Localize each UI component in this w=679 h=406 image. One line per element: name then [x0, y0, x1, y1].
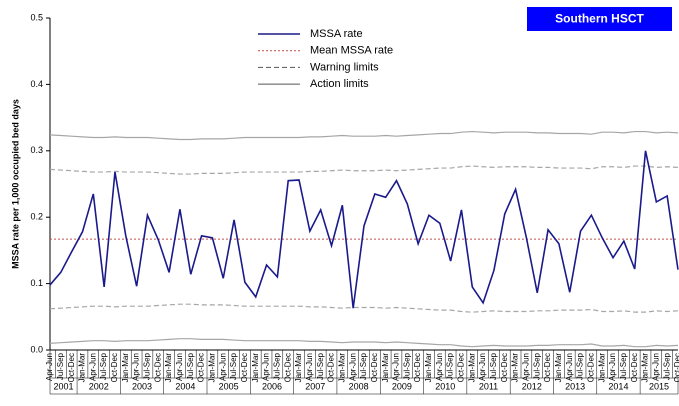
limit-line	[49, 303, 679, 313]
year-label: 2005	[219, 381, 239, 391]
x-tick-label: Jul-Sep	[576, 352, 585, 380]
x-tick-label: Jan-Mar	[424, 353, 433, 383]
x-tick-label: Jan-Mar	[78, 353, 87, 383]
x-tick-label: Jan-Mar	[208, 353, 217, 383]
x-tick-label: Jul-Sep	[662, 352, 671, 380]
legend-label: MSSA rate	[310, 28, 363, 40]
x-tick-label: Apr-Jun	[262, 353, 271, 381]
x-tick-label: Jan-Mar	[554, 353, 563, 383]
x-tick-label: Jan-Mar	[294, 353, 303, 383]
y-tick-label: 0.4	[30, 79, 43, 89]
x-tick-label: Apr-Jun	[522, 353, 531, 381]
x-tick-label: Apr-Jun	[651, 353, 660, 381]
x-tick-label: Apr-Jun	[88, 353, 97, 381]
x-tick-label: Oct-Dec	[457, 353, 466, 382]
year-label: 2011	[479, 381, 498, 391]
year-label: 2007	[305, 381, 325, 391]
y-tick-label: 0.1	[30, 278, 43, 288]
x-tick-label: Jan-Mar	[164, 353, 173, 383]
x-tick-label: Apr-Jun	[305, 353, 314, 381]
x-tick-label: Jan-Mar	[121, 353, 130, 383]
year-label: 2006	[262, 381, 282, 391]
x-tick-label: Oct-Dec	[543, 353, 552, 382]
x-tick-label: Oct-Dec	[153, 353, 162, 382]
x-tick-label: Jan-Mar	[337, 353, 346, 383]
x-tick-label: Jul-Sep	[359, 352, 368, 380]
x-tick-label: Jan-Mar	[251, 353, 260, 383]
x-tick-label: Oct-Dec	[197, 353, 206, 382]
x-tick-label: Jul-Sep	[446, 352, 455, 380]
x-tick-label: Oct-Dec	[586, 353, 595, 382]
x-tick-label: Jan-Mar	[511, 353, 520, 383]
x-tick-label: Jul-Sep	[186, 352, 195, 380]
year-label: 2003	[132, 381, 152, 391]
x-tick-label: Apr-Jun	[392, 353, 401, 381]
x-tick-label: Apr-Jun	[348, 353, 357, 381]
x-tick-label: Apr-Jun	[565, 353, 574, 381]
year-label: 2010	[435, 381, 455, 391]
x-tick-label: Oct-Dec	[327, 353, 336, 382]
x-tick-label: Oct-Dec	[413, 353, 422, 382]
x-tick-label: Apr-Jun	[45, 353, 54, 381]
x-tick-label: Jul-Sep	[143, 352, 152, 380]
x-tick-label: Apr-Jun	[435, 353, 444, 381]
x-tick-label: Jul-Sep	[619, 352, 628, 380]
y-tick-label: 0.3	[30, 145, 43, 155]
x-tick-label: Apr-Jun	[218, 353, 227, 381]
x-tick-label: Jul-Sep	[272, 352, 281, 380]
year-label: 2002	[89, 381, 109, 391]
x-tick-label: Apr-Jun	[132, 353, 141, 381]
x-tick-label: Apr-Jun	[175, 353, 184, 381]
x-tick-label: Oct-Dec	[240, 353, 249, 382]
legend-label: Warning limits	[310, 61, 379, 73]
x-tick-label: Jan-Mar	[597, 353, 606, 383]
x-tick-label: Jan-Mar	[467, 353, 476, 383]
x-tick-label: Apr-Jun	[608, 353, 617, 381]
limit-line	[49, 130, 679, 141]
x-tick-label: Oct-Dec	[500, 353, 509, 382]
x-tick-label: Jul-Sep	[316, 352, 325, 380]
year-label: 2008	[349, 381, 369, 391]
year-label: 2014	[608, 381, 628, 391]
x-tick-label: Apr-Jun	[478, 353, 487, 381]
x-tick-label: Jul-Sep	[229, 352, 238, 380]
x-tick-label: Jan-Mar	[381, 353, 390, 383]
y-tick-label: 0.2	[30, 212, 43, 222]
year-label: 2015	[649, 381, 669, 391]
x-tick-label: Jul-Sep	[489, 352, 498, 380]
limit-line	[49, 338, 679, 348]
legend-label: Action limits	[310, 78, 369, 90]
x-tick-label: Jul-Sep	[56, 352, 65, 380]
year-label: 2004	[175, 381, 195, 391]
year-label: 2013	[565, 381, 585, 391]
badge	[527, 7, 672, 31]
y-axis-label: MSSA rate per 1,000 occupied bed days	[10, 99, 20, 269]
x-tick-label: Jul-Sep	[99, 352, 108, 380]
badge-text: Southern HSCT	[555, 12, 644, 26]
x-tick-label: Jul-Sep	[532, 352, 541, 380]
x-tick-label: Jan-Mar	[641, 353, 650, 383]
y-tick-label: 0.0	[30, 344, 43, 354]
year-label: 2012	[522, 381, 542, 391]
year-label: 2009	[392, 381, 412, 391]
x-tick-label: Oct-Dec	[67, 353, 76, 382]
x-tick-label: Oct-Dec	[283, 353, 292, 382]
year-label: 2001	[54, 381, 74, 391]
x-tick-label: Jul-Sep	[402, 352, 411, 380]
legend-label: Mean MSSA rate	[310, 45, 393, 57]
x-tick-label: Oct-Dec	[110, 353, 119, 382]
x-tick-label: Oct-Dec	[630, 353, 639, 382]
x-tick-label: Oct-Dec	[673, 353, 679, 382]
x-tick-label: Oct-Dec	[370, 353, 379, 382]
y-tick-label: 0.5	[30, 12, 43, 22]
limit-line	[49, 165, 679, 175]
series-line	[49, 150, 679, 309]
